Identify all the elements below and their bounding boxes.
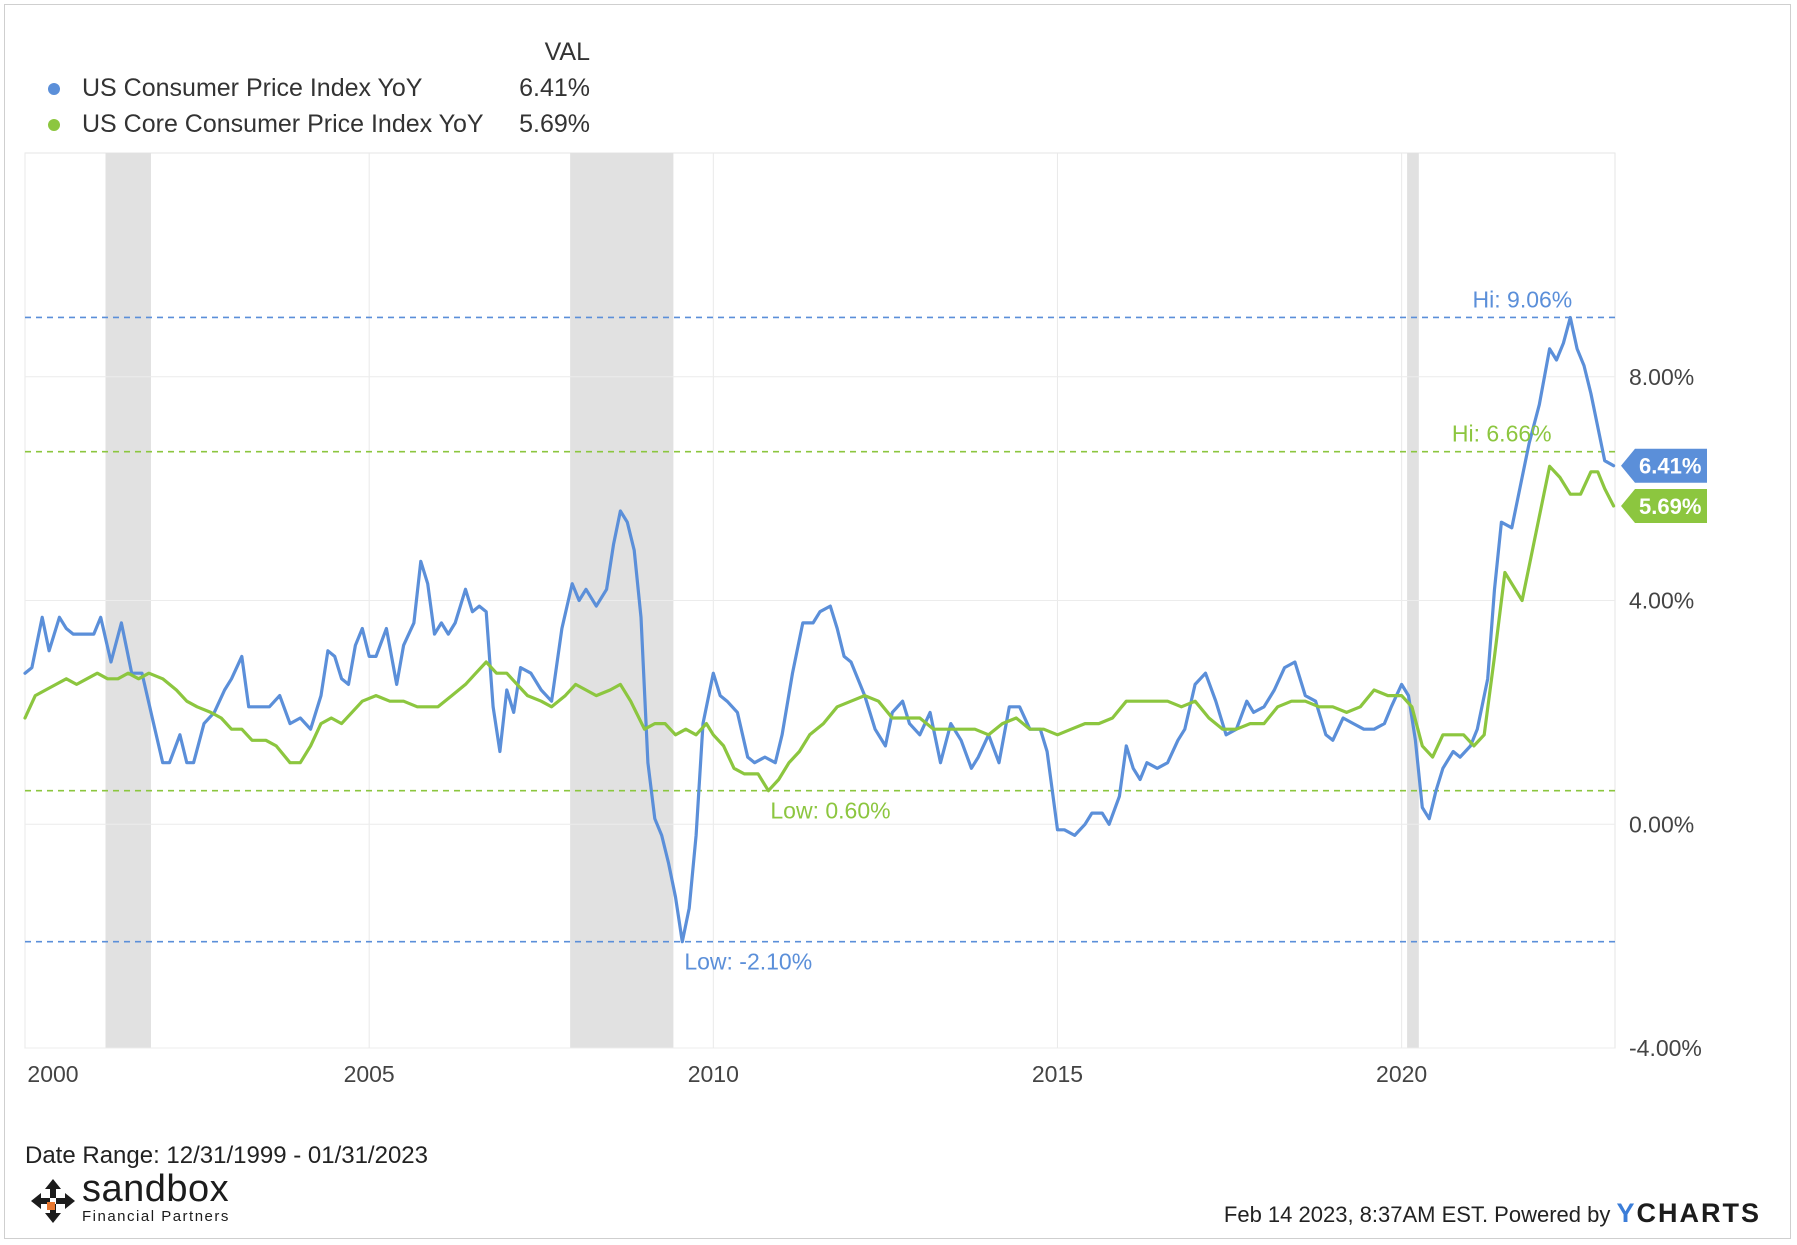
y-tick-label-0: -4.00% — [1629, 1035, 1702, 1061]
sandbox-logo: sandbox Financial Partners — [30, 1168, 250, 1230]
ycharts-logo[interactable]: YCHARTS — [1616, 1198, 1761, 1228]
last-value-label-0: 6.41% — [1639, 454, 1701, 479]
chart-frame — [4, 4, 1791, 1239]
series-line-1 — [23, 464, 1616, 793]
last-value-flag-0 — [1621, 448, 1707, 483]
last-value-flag-1 — [1621, 488, 1707, 523]
ref-label-high-1: Hi: 6.66% — [1452, 421, 1552, 447]
y-tick-label-1: 0.00% — [1629, 811, 1694, 837]
legend-core-cpi-value: 5.69% — [519, 110, 590, 138]
ref-label-low-3: Low: -2.10% — [684, 949, 812, 975]
company-subtitle: Financial Partners — [82, 1208, 230, 1225]
credit-text: Feb 14 2023, 8:37AM EST. Powered by — [1223, 1202, 1611, 1227]
legend-core-cpi-dot-icon — [48, 119, 60, 131]
x-tick-label-2005: 2005 — [344, 1061, 395, 1087]
legend-core-cpi-name: US Core Consumer Price Index YoY — [82, 110, 484, 138]
legend-cpi-name: US Consumer Price Index YoY — [82, 74, 423, 102]
timestamp-credit: Feb 14 2023, 8:37AM EST. Powered by YCHA… — [1224, 1198, 1761, 1229]
y-tick-label-3: 8.00% — [1629, 364, 1694, 390]
x-tick-label-2000: 2000 — [27, 1061, 78, 1087]
ref-label-low-2: Low: 0.60% — [770, 798, 890, 824]
date-range: Date Range: 12/31/1999 - 01/31/2023 — [25, 1142, 428, 1169]
legend-value-header: VAL — [544, 38, 590, 66]
legend-cpi-value: 6.41% — [519, 74, 590, 102]
last-value-label-1: 5.69% — [1639, 494, 1701, 519]
x-tick-label-2020: 2020 — [1376, 1061, 1427, 1087]
legend-cpi-dot-icon — [48, 83, 60, 95]
series-line-0 — [23, 315, 1616, 944]
x-tick-label-2015: 2015 — [1032, 1061, 1083, 1087]
x-tick-label-2010: 2010 — [688, 1061, 739, 1087]
ref-label-high-0: Hi: 9.06% — [1473, 286, 1573, 312]
sandbox-arrows-icon — [31, 1179, 75, 1223]
y-tick-label-2: 4.00% — [1629, 588, 1694, 614]
company-name: sandbox — [82, 1168, 230, 1210]
